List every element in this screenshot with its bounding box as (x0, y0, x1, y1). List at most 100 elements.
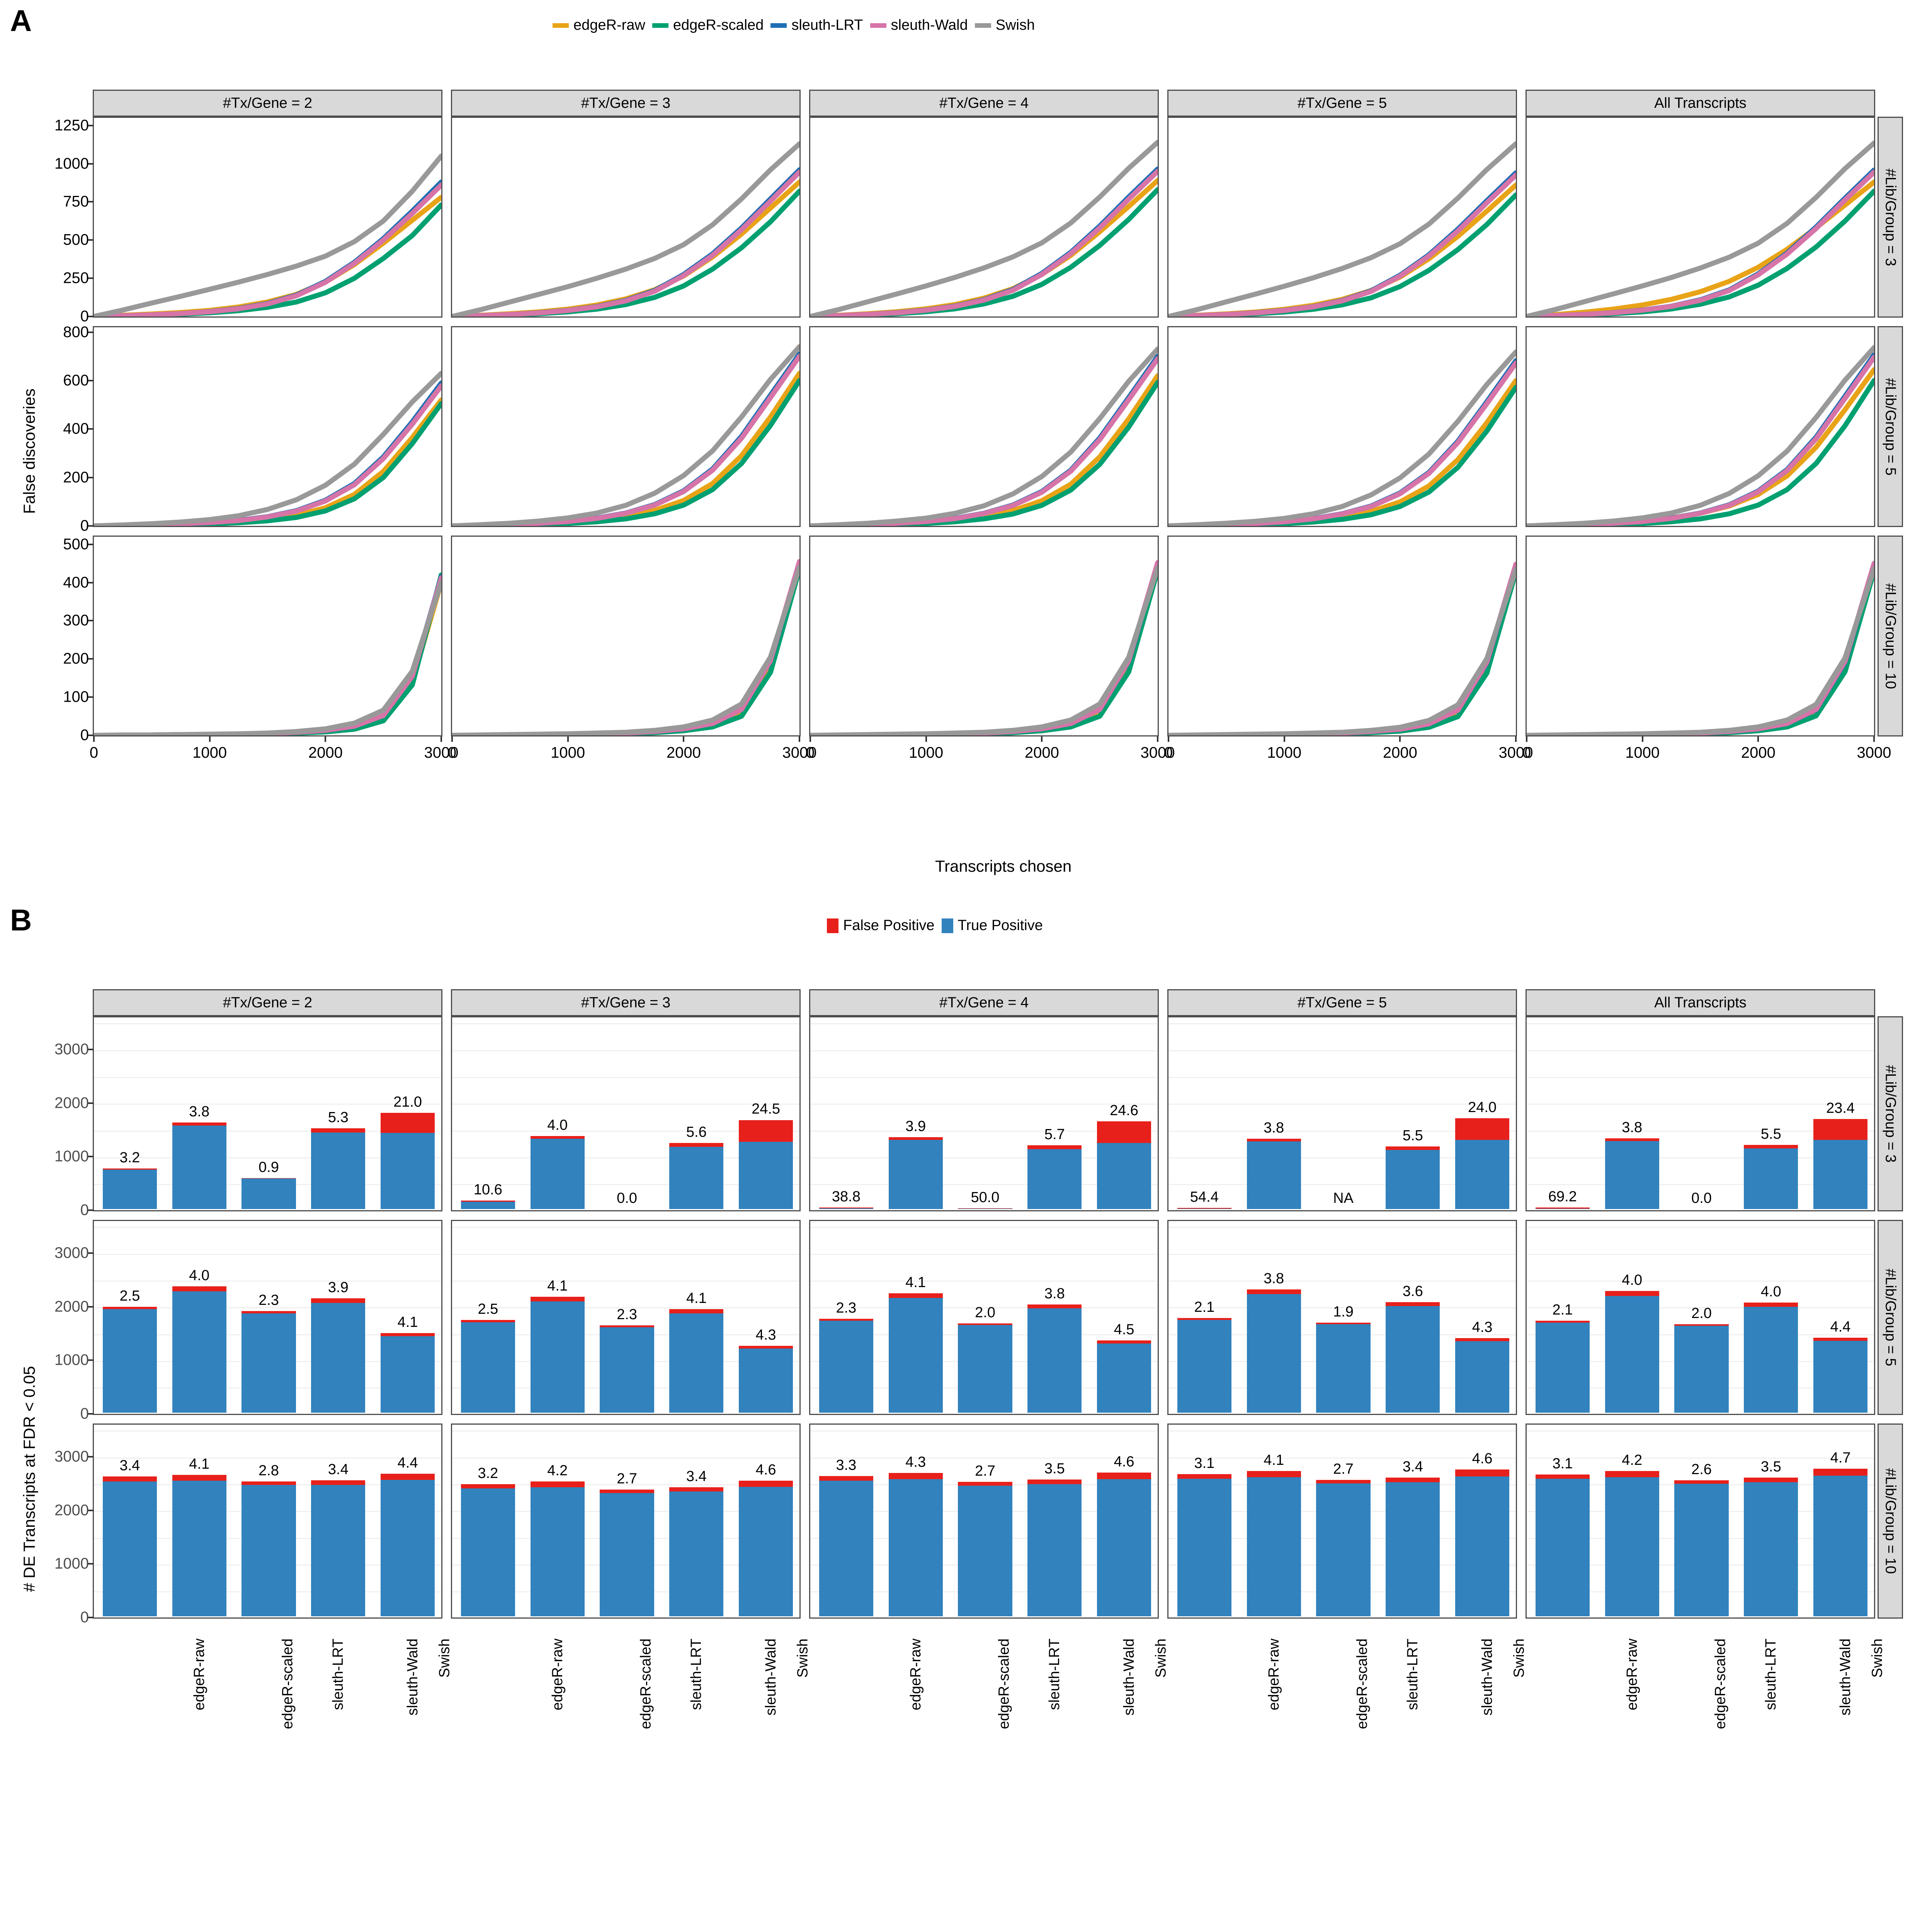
x-axis-tick-label: 3000 (1140, 744, 1175, 761)
bar-segment-false-positive (1316, 1322, 1371, 1325)
grid-line (452, 1307, 799, 1309)
stacked-bar-edger-raw (102, 1017, 157, 1209)
line-series-swish (94, 153, 441, 316)
y-axis-tick-mark (88, 316, 94, 317)
grid-line (810, 1130, 1158, 1132)
bar-segment-false-positive (242, 1311, 296, 1313)
y-axis-tick-mark (88, 1209, 94, 1211)
line-chart-svg (452, 344, 799, 526)
y-axis-tick-label: 3000 (54, 1041, 89, 1058)
stacked-bar-swish (1813, 1221, 1868, 1413)
grid-line (1168, 1023, 1516, 1025)
x-axis-tick-label: 1000 (1267, 744, 1302, 761)
x-axis-tick-label: 3000 (782, 744, 817, 761)
bar-segment-true-positive (1605, 1296, 1659, 1413)
bar-value-label: 4.1 (397, 1314, 418, 1331)
facet-strip-label: #Tx/Gene = 2 (223, 994, 313, 1011)
grid-line (1527, 1050, 1874, 1051)
legend-swatch-icon (975, 23, 991, 28)
stacked-bar-sleuth-lrt (1674, 1017, 1728, 1209)
bar-value-label: 3.2 (119, 1149, 140, 1166)
bar-segment-true-positive (380, 1336, 435, 1413)
facet-strip-label: #Tx/Gene = 2 (223, 95, 313, 111)
bar-segment-true-positive (102, 1309, 157, 1413)
grid-line (452, 1484, 799, 1485)
facet-strip-label: #Tx/Gene = 4 (939, 994, 1029, 1011)
stacked-bar-edger-scaled (1247, 1221, 1301, 1413)
legend-label: False Positive (843, 917, 935, 934)
line-series-edger-raw (810, 178, 1158, 316)
line-series-swish (1168, 141, 1516, 316)
stacked-bar-sleuth-wald (669, 1017, 724, 1209)
facet-strip-label: #Tx/Gene = 3 (581, 95, 671, 111)
bar-value-label: 69.2 (1548, 1189, 1577, 1205)
legend-item-edger-scaled: edgeR-scaled (652, 17, 764, 34)
bar-value-label: 38.8 (832, 1188, 861, 1205)
bar-segment-false-positive (1027, 1304, 1082, 1309)
stacked-bar-edger-raw (461, 1221, 515, 1413)
y-axis-tick-label: 200 (63, 650, 89, 667)
facet-cell-lib-group-3-tx-gene-4 (809, 117, 1159, 318)
stacked-bar-edger-raw (461, 1425, 515, 1616)
stacked-bar-sleuth-lrt (1674, 1425, 1729, 1616)
grid-line (1168, 1157, 1516, 1158)
bar-segment-false-positive (1097, 1473, 1151, 1480)
bar-segment-true-positive (1247, 1294, 1301, 1413)
facet-strip-label: #Lib/Group = 3 (1882, 168, 1899, 266)
stacked-bar-sleuth-lrt (242, 1221, 296, 1413)
bar-segment-false-positive (242, 1178, 296, 1179)
bar-segment-false-positive (1535, 1475, 1590, 1479)
x-axis-tick-mark (1526, 736, 1527, 742)
line-series-swish (452, 344, 799, 526)
facet-cell-lib-group-3-tx-gene-3: 10.6 4.0 0.0 5.6 24.5 (451, 1016, 801, 1211)
x-axis-tick-mark (1641, 736, 1643, 742)
stacked-bar-edger-scaled (1247, 1017, 1301, 1209)
line-series-sleuth-wald (94, 383, 441, 526)
y-axis-tick-label: 2000 (54, 1298, 89, 1315)
bar-segment-false-positive (1813, 1469, 1868, 1476)
bar-segment-true-positive (738, 1142, 793, 1209)
line-series-swish (1168, 349, 1516, 526)
grid-line (810, 1618, 1158, 1619)
bar-segment-false-positive (958, 1482, 1012, 1486)
y-axis-tick-label: 100 (63, 688, 89, 706)
legend-item-swish: Swish (975, 17, 1035, 34)
x-axis-tick-label: 1000 (1625, 744, 1660, 761)
bar-segment-false-positive (380, 1333, 435, 1337)
grid-line (452, 1023, 799, 1025)
bar-segment-true-positive (1177, 1320, 1231, 1413)
x-axis-tick-mark (925, 736, 927, 742)
y-axis-tick-label: 3000 (54, 1448, 89, 1465)
legend-swatch-icon (770, 23, 787, 28)
line-series-sleuth-lrt (94, 179, 441, 316)
bar-segment-false-positive (1605, 1291, 1659, 1296)
stacked-bar-swish (1455, 1221, 1510, 1413)
bar-segment-true-positive (888, 1140, 943, 1209)
facet-strip-label: All Transcripts (1654, 95, 1747, 111)
bar-segment-true-positive (1097, 1479, 1151, 1616)
facet-strip-label: #Lib/Group = 10 (1882, 583, 1899, 689)
x-axis-tick-mark (567, 736, 569, 742)
x-axis-tick-mark (810, 736, 811, 742)
stacked-bar-sleuth-lrt (1316, 1017, 1370, 1209)
bar-segment-false-positive (738, 1120, 793, 1142)
legend-item-edger-raw: edgeR-raw (553, 17, 645, 34)
legend-item-sleuth-wald: sleuth-Wald (870, 17, 968, 34)
grid-line (1168, 1077, 1516, 1078)
stacked-bar-sleuth-wald (669, 1221, 724, 1413)
bar-segment-false-positive (738, 1345, 793, 1349)
stacked-bar-sleuth-wald (1386, 1017, 1440, 1209)
bar-value-label: 0.0 (617, 1190, 637, 1206)
line-series-swish (1168, 567, 1516, 735)
legend-swatch-icon (652, 23, 668, 28)
bar-segment-false-positive (461, 1320, 515, 1322)
bar-value-label: 3.4 (328, 1461, 349, 1478)
facet-strip-label: #Lib/Group = 3 (1882, 1065, 1899, 1163)
stacked-bar-sleuth-wald (1027, 1017, 1082, 1209)
bar-value-label: 4.6 (1472, 1451, 1493, 1467)
grid-line (94, 1077, 441, 1078)
legend-panel-b: False Positive True Positive (827, 917, 1043, 934)
facet-strip-col-all-transcripts: All Transcripts (1526, 989, 1875, 1016)
stacked-bar-swish (1455, 1017, 1510, 1209)
y-axis-tick-label: 600 (63, 372, 89, 389)
